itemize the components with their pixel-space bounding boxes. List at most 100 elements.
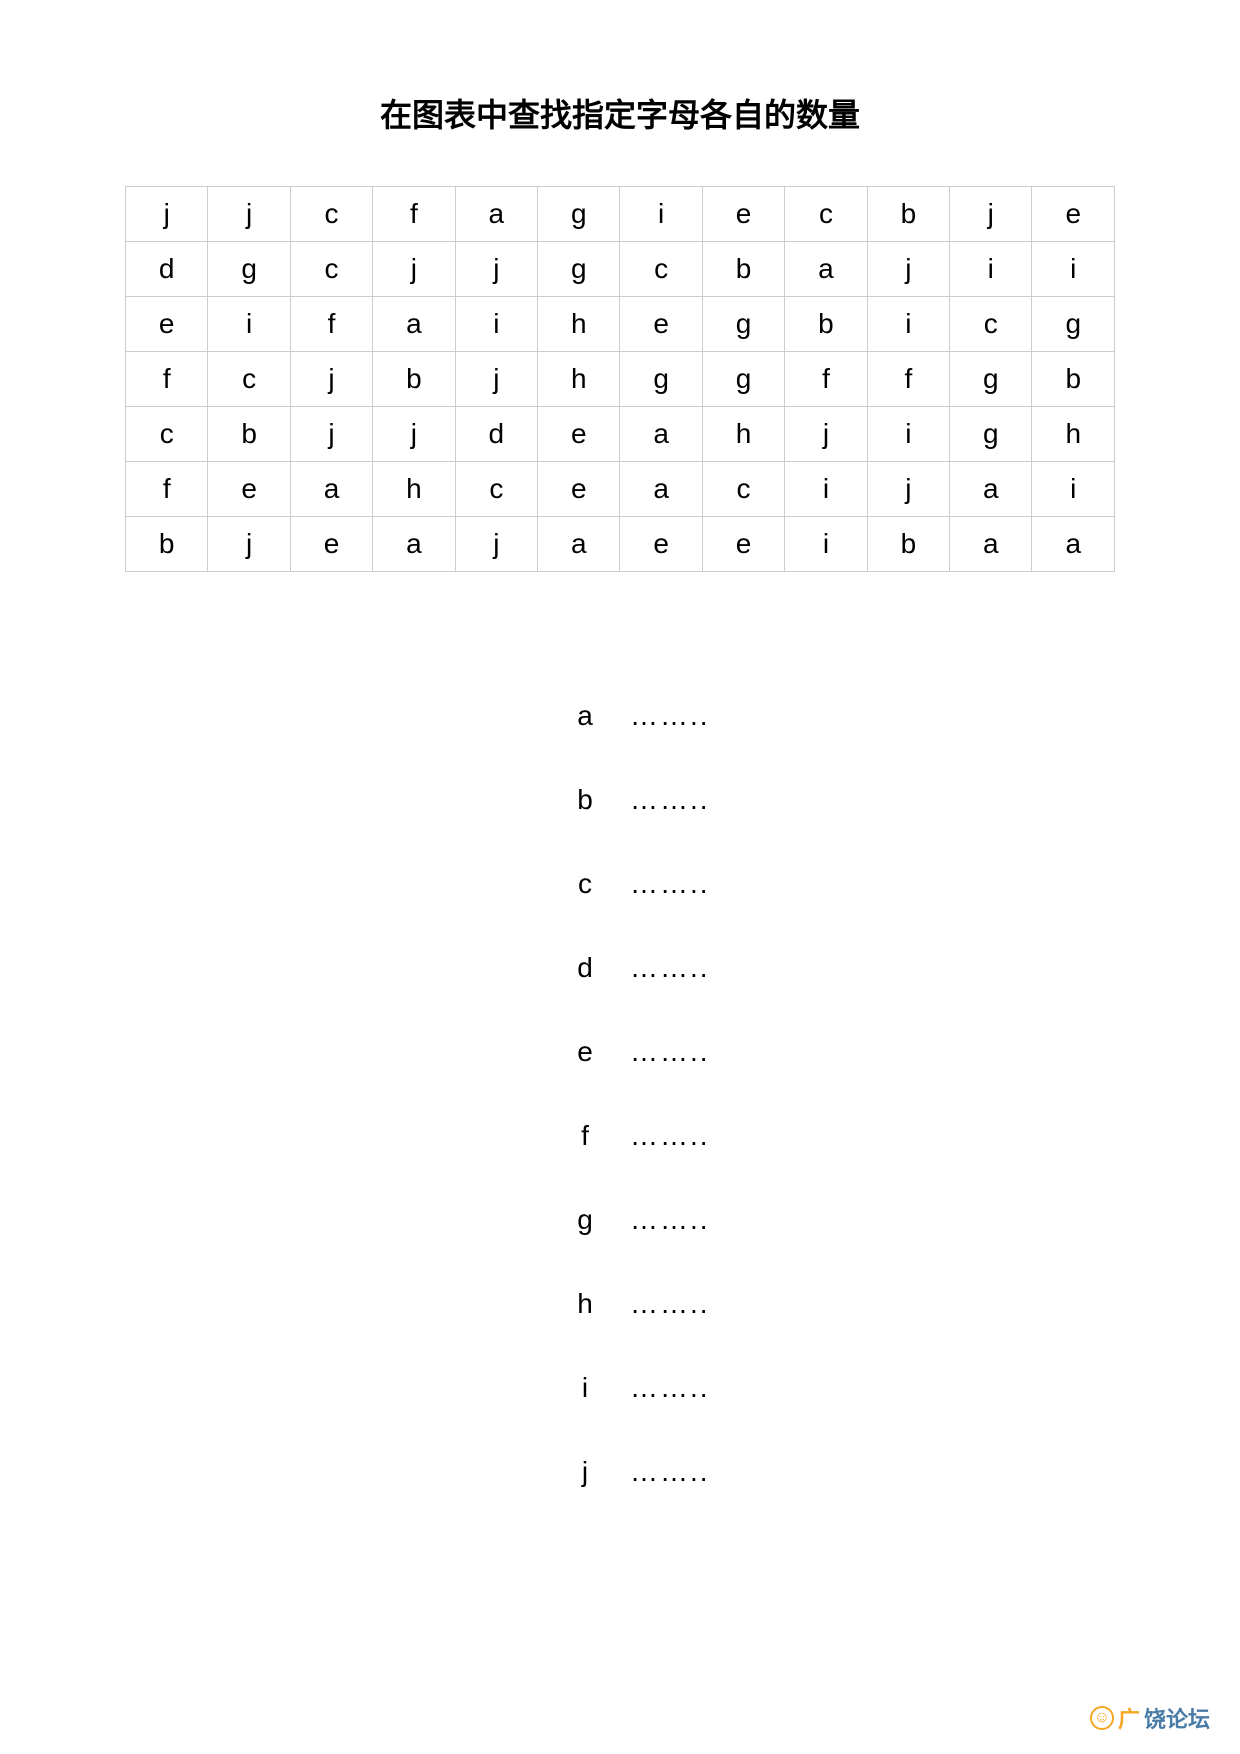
table-cell: j: [290, 352, 372, 407]
answer-letter: f: [560, 1120, 610, 1152]
table-cell: j: [373, 407, 455, 462]
table-cell: f: [373, 187, 455, 242]
smiley-icon: ☺: [1090, 1706, 1114, 1730]
table-cell: c: [126, 407, 208, 462]
table-cell: d: [126, 242, 208, 297]
answer-letter: a: [560, 700, 610, 732]
table-cell: b: [1032, 352, 1115, 407]
answer-letter: b: [560, 784, 610, 816]
table-cell: b: [867, 517, 949, 572]
answer-letter: h: [560, 1288, 610, 1320]
table-cell: c: [455, 462, 537, 517]
table-cell: i: [1032, 462, 1115, 517]
answer-blank: ……..: [630, 1120, 710, 1152]
answer-row: c……..: [560, 868, 710, 900]
table-cell: j: [785, 407, 867, 462]
table-cell: g: [538, 187, 620, 242]
table-cell: c: [702, 462, 784, 517]
watermark: ☺ 广 饶论坛: [1090, 1702, 1210, 1734]
answer-blank: ……..: [630, 1372, 710, 1404]
table-cell: j: [126, 187, 208, 242]
table-cell: j: [455, 242, 537, 297]
table-row: bjeajaeeibaa: [126, 517, 1115, 572]
answer-letter: e: [560, 1036, 610, 1068]
table-cell: j: [208, 187, 290, 242]
table-cell: g: [950, 407, 1032, 462]
table-cell: f: [126, 462, 208, 517]
answer-row: e ……..: [560, 1036, 710, 1068]
table-cell: f: [867, 352, 949, 407]
table-cell: g: [620, 352, 702, 407]
table-cell: e: [702, 517, 784, 572]
table-cell: f: [126, 352, 208, 407]
table-cell: h: [373, 462, 455, 517]
table-cell: j: [455, 352, 537, 407]
table-cell: c: [290, 242, 372, 297]
answer-row: g ……..: [560, 1204, 710, 1236]
table-cell: a: [538, 517, 620, 572]
table-cell: e: [702, 187, 784, 242]
answer-blank: ……..: [630, 1288, 710, 1320]
table-cell: c: [950, 297, 1032, 352]
answer-blank: ……..: [630, 784, 710, 816]
answer-letter: i: [560, 1372, 610, 1404]
table-cell: e: [620, 517, 702, 572]
table-cell: a: [455, 187, 537, 242]
table-cell: b: [208, 407, 290, 462]
table-cell: i: [785, 462, 867, 517]
table-cell: e: [290, 517, 372, 572]
table-row: feahceacijai: [126, 462, 1115, 517]
table-cell: j: [867, 462, 949, 517]
table-cell: c: [290, 187, 372, 242]
watermark-text-2: 饶论坛: [1144, 1702, 1210, 1734]
table-cell: g: [208, 242, 290, 297]
table-cell: e: [208, 462, 290, 517]
answer-blank: ……..: [630, 1204, 710, 1236]
answer-row: b ……..: [560, 784, 710, 816]
table-cell: c: [620, 242, 702, 297]
table-cell: j: [208, 517, 290, 572]
table-cell: g: [950, 352, 1032, 407]
answer-blank: ……..: [630, 1036, 710, 1068]
table-cell: j: [455, 517, 537, 572]
table-cell: c: [208, 352, 290, 407]
table-cell: i: [867, 297, 949, 352]
watermark-text-1: 广: [1118, 1702, 1140, 1734]
answer-row: d……..: [560, 952, 710, 984]
table-cell: d: [455, 407, 537, 462]
table-row: fcjbjhggffgb: [126, 352, 1115, 407]
table-cell: e: [538, 407, 620, 462]
answer-row: j……..: [560, 1456, 710, 1488]
table-cell: f: [785, 352, 867, 407]
answer-row: a ……..: [560, 700, 710, 732]
table-cell: g: [538, 242, 620, 297]
answer-blank: ……..: [630, 700, 710, 732]
table-cell: h: [702, 407, 784, 462]
answer-blank: ……..: [630, 1456, 710, 1488]
table-cell: b: [373, 352, 455, 407]
table-cell: g: [702, 297, 784, 352]
table-cell: b: [867, 187, 949, 242]
table-cell: b: [126, 517, 208, 572]
answer-row: h ……..: [560, 1288, 710, 1320]
table-cell: a: [373, 297, 455, 352]
table-cell: b: [702, 242, 784, 297]
table-cell: g: [1032, 297, 1115, 352]
letter-grid-body: jjcfagiecbjedgcjjgcbajiieifaihegbicgfcjb…: [126, 187, 1115, 572]
table-cell: i: [950, 242, 1032, 297]
table-cell: a: [290, 462, 372, 517]
table-cell: i: [1032, 242, 1115, 297]
table-cell: b: [785, 297, 867, 352]
table-cell: c: [785, 187, 867, 242]
table-cell: a: [1032, 517, 1115, 572]
table-row: jjcfagiecbje: [126, 187, 1115, 242]
table-cell: j: [867, 242, 949, 297]
table-cell: j: [373, 242, 455, 297]
table-cell: i: [785, 517, 867, 572]
answer-letter: d: [560, 952, 610, 984]
table-cell: i: [455, 297, 537, 352]
table-cell: i: [620, 187, 702, 242]
answer-blank: ……..: [630, 868, 710, 900]
table-cell: e: [1032, 187, 1115, 242]
answer-letter: g: [560, 1204, 610, 1236]
